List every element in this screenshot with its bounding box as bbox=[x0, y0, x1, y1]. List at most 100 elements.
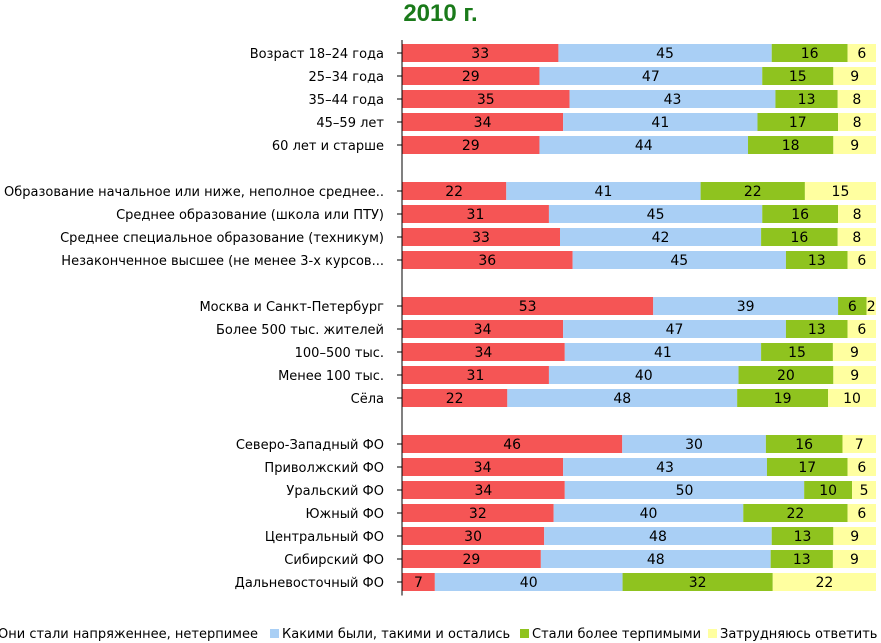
category-label: 45–59 лет bbox=[316, 116, 384, 131]
data-label: 34 bbox=[474, 483, 492, 499]
data-label: 22 bbox=[744, 184, 762, 200]
bar-segment bbox=[539, 136, 749, 154]
bar-segment bbox=[539, 67, 763, 85]
data-label: 33 bbox=[472, 230, 490, 246]
bar-segment bbox=[622, 573, 773, 591]
bar-row: Возраст 18–24 года 33 45 16 6 bbox=[250, 44, 876, 62]
legend-item: Стали более терпимыми bbox=[520, 626, 701, 643]
bar-segment bbox=[544, 527, 772, 545]
data-label: 17 bbox=[789, 115, 807, 131]
data-label: 16 bbox=[791, 207, 809, 223]
data-label: 6 bbox=[848, 299, 857, 315]
data-label: 20 bbox=[777, 368, 795, 384]
data-label: 8 bbox=[852, 230, 861, 246]
bar-segment bbox=[833, 527, 876, 545]
data-label: 9 bbox=[850, 138, 859, 154]
data-label: 46 bbox=[503, 437, 521, 453]
data-label: 9 bbox=[850, 529, 859, 545]
bar-segment bbox=[837, 90, 876, 108]
data-label: 19 bbox=[774, 391, 792, 407]
bar-segment bbox=[838, 205, 876, 223]
category-label: Дальневосточный ФО bbox=[235, 576, 384, 591]
bar-segment bbox=[402, 205, 549, 223]
data-label: 48 bbox=[613, 391, 631, 407]
bar-segment bbox=[804, 481, 853, 499]
category-label: Северо-Западный ФО bbox=[236, 438, 384, 453]
data-label: 29 bbox=[462, 138, 480, 154]
category-label: Москва и Санкт-Петербург bbox=[199, 300, 384, 315]
data-label: 6 bbox=[857, 46, 866, 62]
bar-row: 45–59 лет 34 41 17 8 bbox=[316, 113, 876, 131]
bar-segment bbox=[771, 44, 848, 62]
bar-segment bbox=[506, 182, 701, 200]
bar-segment bbox=[770, 550, 833, 568]
data-label: 45 bbox=[647, 207, 665, 223]
chart-title: 2010 г. bbox=[403, 0, 478, 27]
bar-segment bbox=[560, 228, 762, 246]
bar-segment bbox=[832, 550, 876, 568]
category-label: 60 лет и старше bbox=[272, 139, 384, 154]
data-label: 22 bbox=[445, 184, 463, 200]
data-label: 40 bbox=[640, 506, 658, 522]
data-label: 34 bbox=[474, 345, 492, 361]
bar-segment bbox=[402, 481, 565, 499]
stacked-bar-chart: Возраст 18–24 года 33 45 16 625–34 года 29 47 1… bbox=[4, 40, 876, 596]
legend-item: Затрудняюсь ответить bbox=[708, 626, 877, 643]
data-label: 5 bbox=[860, 483, 869, 499]
bar-segment bbox=[434, 573, 623, 591]
legend-swatch bbox=[520, 629, 529, 638]
data-label: 6 bbox=[857, 322, 866, 338]
data-label: 7 bbox=[414, 575, 423, 591]
data-label: 43 bbox=[656, 460, 674, 476]
bar-row: Менее 100 тыс. 31 40 20 9 bbox=[278, 366, 876, 384]
bar-segment bbox=[402, 297, 654, 315]
bar-segment bbox=[757, 113, 839, 131]
data-label: 40 bbox=[520, 575, 538, 591]
bar-segment bbox=[402, 251, 573, 269]
bar-row: Москва и Санкт-Петербург 53 39 6 2 bbox=[199, 297, 876, 315]
bar-segment bbox=[842, 435, 876, 453]
bar-row: Более 500 тыс. жителей 34 47 13 6 bbox=[216, 320, 876, 338]
bar-segment bbox=[572, 251, 786, 269]
data-label: 45 bbox=[670, 253, 688, 269]
data-label: 6 bbox=[857, 253, 866, 269]
data-label: 9 bbox=[850, 69, 859, 85]
bar-segment bbox=[548, 205, 763, 223]
bar-segment bbox=[402, 366, 549, 384]
bar-row: Образование начальное или ниже, неполное… bbox=[4, 182, 876, 200]
legend-swatch bbox=[708, 629, 717, 638]
bar-segment bbox=[402, 573, 435, 591]
bar-segment bbox=[772, 573, 876, 591]
bar-row: 60 лет и старше 29 44 18 9 bbox=[272, 136, 876, 154]
bar-segment bbox=[402, 136, 540, 154]
data-label: 8 bbox=[852, 92, 861, 108]
data-label: 31 bbox=[467, 368, 485, 384]
bar-segment bbox=[563, 458, 767, 476]
bar-row: Приволжский ФО 34 43 17 6 bbox=[264, 458, 876, 476]
data-label: 29 bbox=[462, 69, 480, 85]
bar-segment bbox=[804, 182, 876, 200]
legend-item: Какими были, такими и остались bbox=[270, 626, 510, 643]
data-label: 41 bbox=[651, 115, 669, 131]
data-label: 29 bbox=[463, 552, 481, 568]
bar-segment bbox=[402, 320, 564, 338]
data-label: 22 bbox=[446, 391, 464, 407]
bar-row: Уральский ФО 34 50 10 5 bbox=[286, 481, 876, 499]
data-label: 13 bbox=[808, 322, 826, 338]
data-label: 42 bbox=[652, 230, 670, 246]
data-label: 22 bbox=[815, 575, 833, 591]
data-label: 13 bbox=[808, 253, 826, 269]
data-label: 39 bbox=[737, 299, 755, 315]
category-label: Приволжский ФО bbox=[264, 461, 384, 476]
data-label: 9 bbox=[850, 552, 859, 568]
data-label: 6 bbox=[857, 460, 866, 476]
data-label: 44 bbox=[635, 138, 653, 154]
data-label: 15 bbox=[832, 184, 850, 200]
bar-segment bbox=[558, 44, 772, 62]
category-label: Незаконченное высшее (не менее 3-х курсо… bbox=[61, 254, 384, 269]
category-label: Уральский ФО bbox=[286, 484, 384, 499]
bar-segment bbox=[832, 343, 876, 361]
category-label: Среднее специальное образование (технику… bbox=[60, 231, 384, 246]
data-label: 34 bbox=[474, 115, 492, 131]
legend-swatch bbox=[270, 629, 279, 638]
